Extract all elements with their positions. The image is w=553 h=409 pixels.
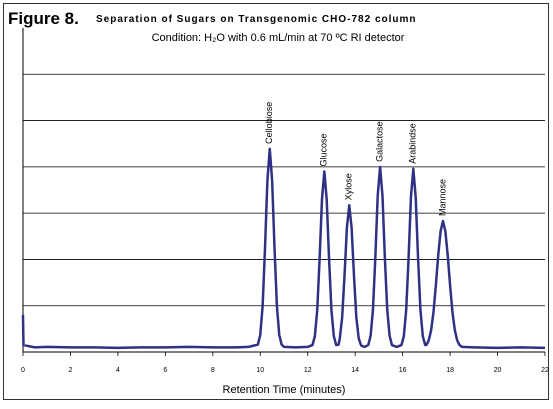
x-tick-label: 16: [399, 367, 407, 374]
x-tick-label: 12: [304, 367, 312, 374]
peak-label: Mannose: [437, 179, 447, 216]
x-axis-title: Retention Time (minutes): [223, 384, 346, 396]
x-tick-label: 20: [494, 367, 502, 374]
x-tick-label: 6: [163, 367, 167, 374]
chart-title: Separation of Sugars on Transgenomic CHO…: [96, 14, 417, 25]
x-tick-label: 10: [256, 367, 264, 374]
figure-label: Figure 8.: [8, 9, 79, 28]
peak-label: Cellobiose: [264, 102, 274, 144]
x-tick-label: 18: [446, 367, 454, 374]
chart-subtitle: Condition: H₂O with 0.6 mL/min at 70 ºC …: [152, 32, 405, 44]
peak-label: Glucose: [319, 133, 329, 166]
peak-label: Arabindse: [408, 123, 418, 164]
x-tick-label: 22: [541, 367, 549, 374]
x-tick-label: 14: [351, 367, 359, 374]
x-tick-label: 0: [21, 367, 25, 374]
x-tick-label: 8: [211, 367, 215, 374]
peak-label: Galactose: [374, 121, 384, 162]
x-tick-label: 4: [116, 367, 120, 374]
data-line: [21, 147, 546, 350]
peak-label: Xylose: [344, 173, 354, 200]
frame: [3, 3, 549, 400]
x-tick-label: 2: [69, 367, 73, 374]
